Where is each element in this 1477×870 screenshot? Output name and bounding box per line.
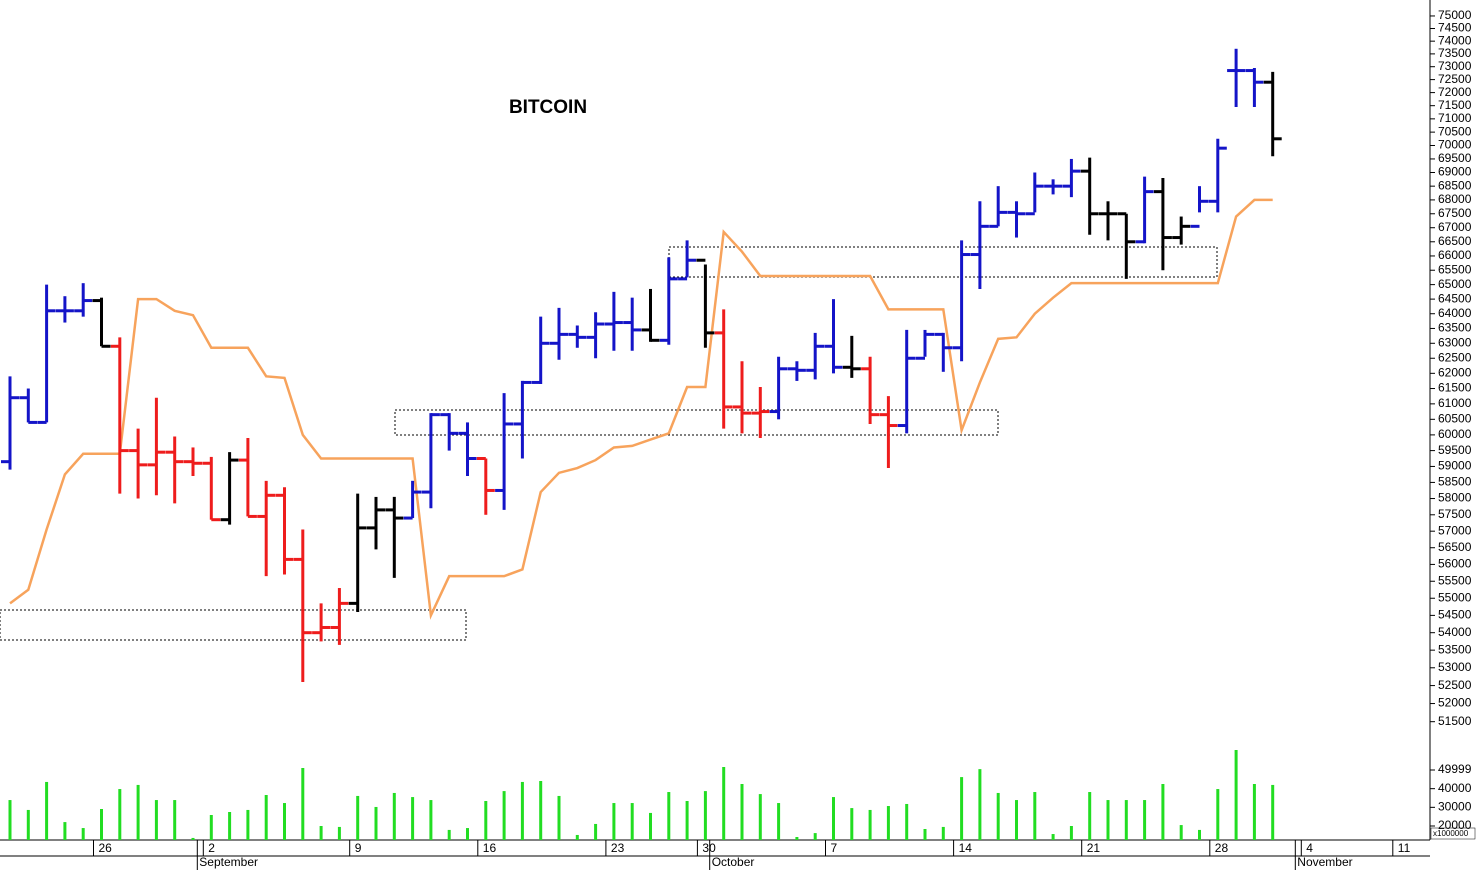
y-tick-label: 63500 [1438,321,1472,335]
y-tick-label: 68500 [1438,178,1472,192]
unit-box [1430,827,1476,840]
y-tick-label: 66000 [1438,248,1472,262]
y-tick-label: 65000 [1438,277,1472,291]
y-tick-label: 55500 [1438,573,1472,587]
y-tick-label: 54500 [1438,608,1472,622]
y-tick-label: 74000 [1438,33,1472,47]
month-label: October [712,855,755,869]
y-tick-label: 61500 [1438,381,1472,395]
x-tick-label: 2 [208,841,215,855]
volume-tick-label: 49999 [1438,762,1472,776]
y-tick-label: 64500 [1438,291,1472,305]
x-tick-label: 7 [831,841,838,855]
y-tick-label: 59500 [1438,443,1472,457]
x-tick-label: 4 [1306,841,1313,855]
y-tick-label: 70500 [1438,124,1472,138]
volume-tick-label: 30000 [1438,800,1472,814]
y-tick-label: 52500 [1438,678,1472,692]
y-tick-label: 57500 [1438,507,1472,521]
y-tick-label: 73000 [1438,59,1472,73]
x-tick-label: 21 [1087,841,1101,855]
y-tick-label: 58500 [1438,475,1472,489]
y-tick-label: 65500 [1438,262,1472,276]
month-label: September [199,855,258,869]
y-tick-label: 57000 [1438,523,1472,537]
y-tick-label: 71500 [1438,98,1472,112]
y-tick-label: 55000 [1438,590,1472,604]
volume-tick-label: 20000 [1438,818,1472,832]
stop-line [9,198,1273,620]
y-tick-label: 69000 [1438,165,1472,179]
y-tick-label: 73500 [1438,46,1472,60]
y-tick-label: 74500 [1438,21,1472,35]
x-tick-label: 28 [1215,841,1229,855]
y-tick-label: 66500 [1438,234,1472,248]
y-tick-label: 70000 [1438,138,1472,152]
y-tick-label: 52000 [1438,696,1472,710]
x-tick-label: 16 [483,841,497,855]
y-tick-label: 60000 [1438,427,1472,441]
y-tick-label: 71000 [1438,111,1472,125]
y-tick-label: 61000 [1438,396,1472,410]
y-tick-label: 72000 [1438,85,1472,99]
chart-title: BITCOIN [509,97,587,118]
y-tick-label: 63000 [1438,335,1472,349]
y-tick-label: 67000 [1438,220,1472,234]
month-label: November [1297,855,1352,869]
x-tick-label: 23 [611,841,625,855]
y-tick-label: 54000 [1438,625,1472,639]
y-tick-label: 56000 [1438,557,1472,571]
x-tick-label: 26 [99,841,113,855]
x-tick-label: 9 [355,841,362,855]
y-tick-label: 72500 [1438,72,1472,86]
volume-tick-label: 40000 [1438,781,1472,795]
x-tick-label: 14 [959,841,973,855]
range-box [394,409,999,436]
y-tick-label: 51500 [1438,714,1472,728]
y-tick-label: 53500 [1438,642,1472,656]
x-tick-label: 11 [1398,841,1411,855]
y-tick-label: 67500 [1438,206,1472,220]
y-tick-label: 59000 [1438,459,1472,473]
y-tick-label: 56500 [1438,540,1472,554]
y-tick-label: 60500 [1438,411,1472,425]
y-tick-label: 68000 [1438,192,1472,206]
y-tick-label: 53000 [1438,660,1472,674]
y-tick-label: 69500 [1438,151,1472,165]
y-tick-label: 58000 [1438,491,1472,505]
y-tick-label: 75000 [1438,8,1472,22]
y-tick-label: 62500 [1438,350,1472,364]
range-box [0,609,467,641]
y-tick-label: 62000 [1438,366,1472,380]
volume-unit: x1000000 [1433,829,1469,838]
y-tick-label: 64000 [1438,306,1472,320]
